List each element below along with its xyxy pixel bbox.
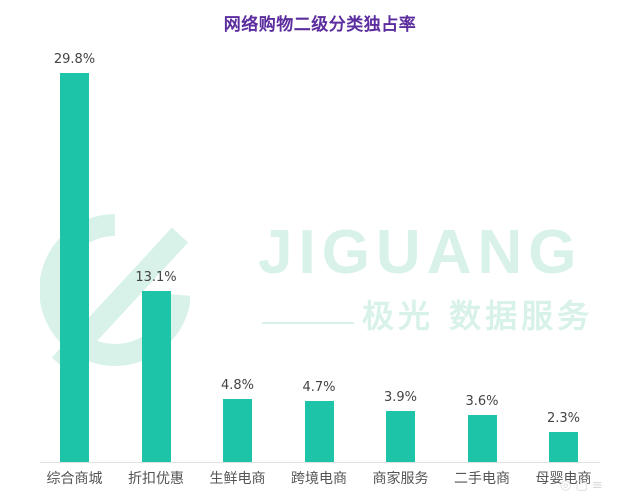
category-label: 二手电商 [454, 471, 510, 487]
bar [386, 411, 415, 462]
bar [60, 73, 89, 462]
value-label: 2.3% [546, 410, 581, 426]
category-label: 商家服务 [372, 471, 429, 487]
bar [304, 400, 334, 462]
x-axis-baseline [40, 462, 600, 463]
bar [549, 431, 578, 462]
watermark-divider [262, 322, 354, 324]
value-label: 29.8% [53, 52, 96, 67]
chart-title: 网络购物二级分类独占率 [223, 15, 417, 35]
value-label: 4.8% [220, 378, 255, 394]
bar [467, 415, 497, 462]
category-label: 跨境电商 [291, 471, 347, 487]
watermark-brand: JIGUANG [258, 218, 583, 287]
bar [141, 290, 171, 462]
category-label: 生鲜电商 [209, 471, 266, 487]
value-label: 3.6% [465, 394, 499, 409]
watermark-subtitle: 极光 数据服务 [362, 297, 594, 335]
category-label: 母婴电商 [535, 471, 592, 487]
value-label: 13.1% [135, 269, 177, 285]
category-label: 综合商城 [46, 471, 103, 487]
value-label: 4.7% [302, 379, 336, 395]
category-label: 折扣优惠 [128, 471, 184, 487]
footer-watermark: ◎ ▢ ≡ [560, 478, 603, 493]
value-label: 3.9% [383, 390, 418, 406]
bar [223, 399, 252, 462]
